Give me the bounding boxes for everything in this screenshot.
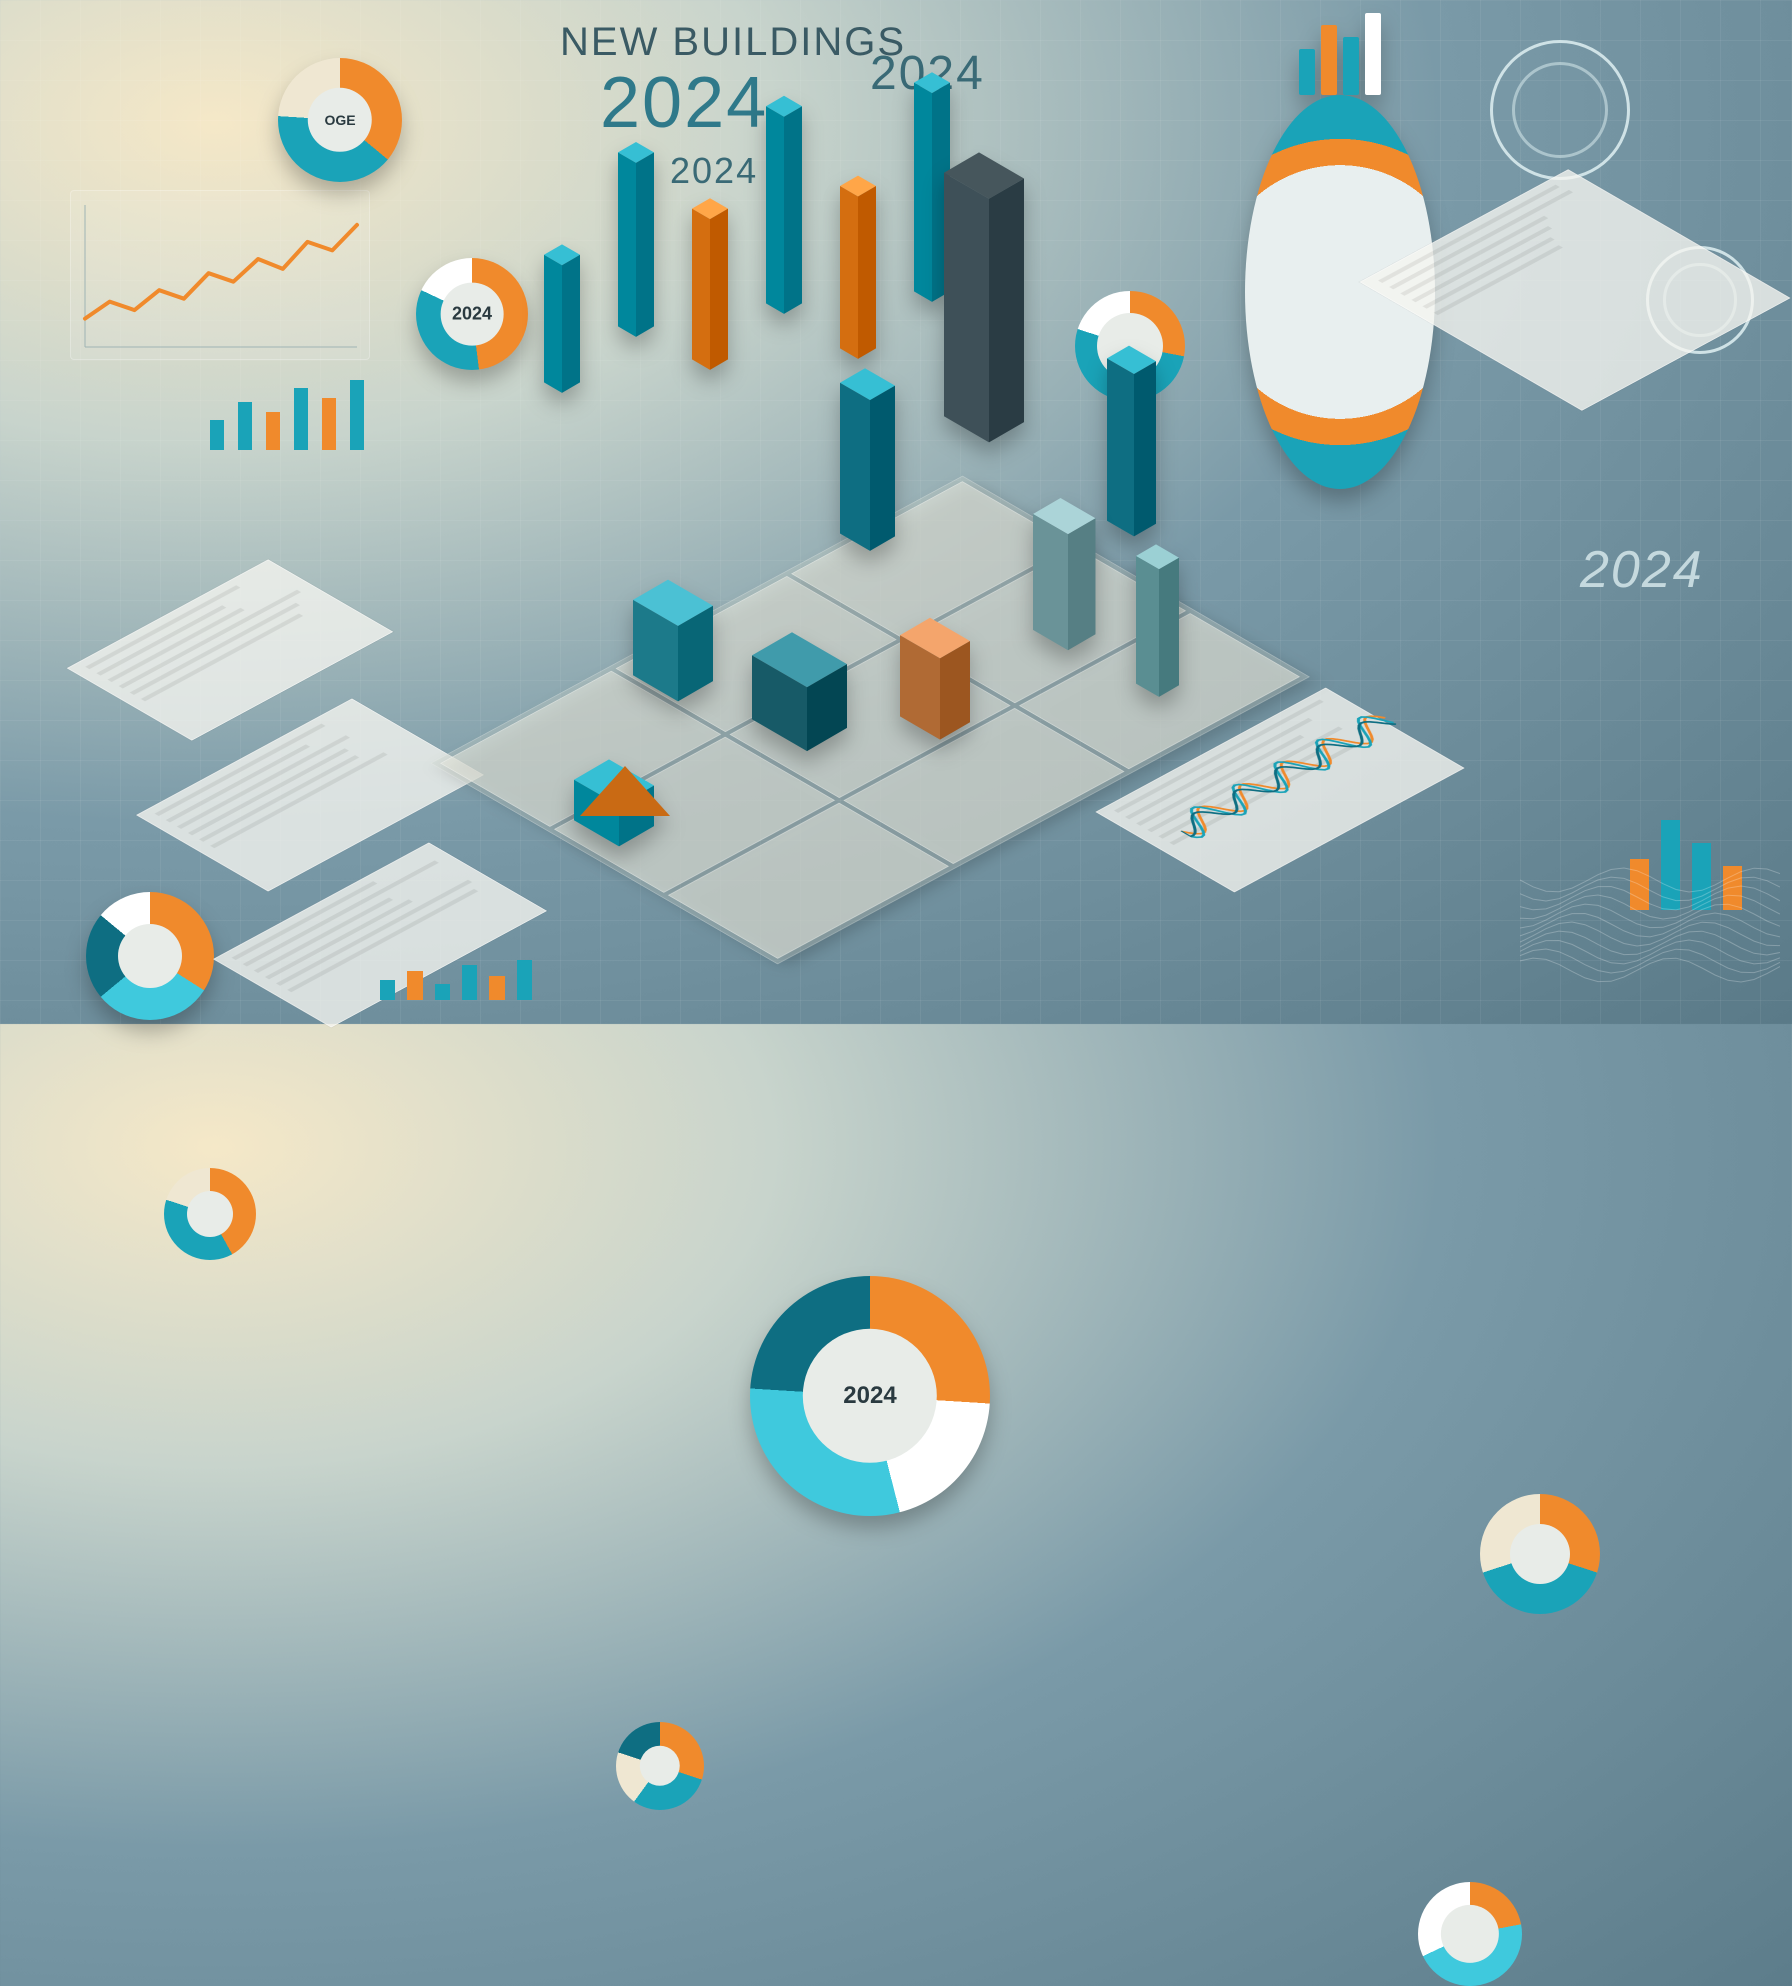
building	[633, 655, 723, 725]
ring-outline-a	[1490, 40, 1630, 180]
title-year-center: 2024	[670, 150, 758, 192]
house	[574, 800, 656, 894]
iso-chart-bar	[544, 372, 580, 408]
iso-chart-bar	[692, 349, 728, 385]
building	[1033, 614, 1103, 669]
iso-chart-bar	[840, 338, 876, 374]
donut-right-low	[1418, 1882, 1522, 1986]
building	[752, 696, 862, 776]
donut-center-big: 2024	[750, 1276, 990, 1516]
donut-year: 2024	[416, 258, 528, 370]
building	[1107, 508, 1161, 552]
building	[944, 396, 1034, 466]
iso-chart-bar	[766, 293, 802, 329]
donut-bottom-small	[616, 1722, 704, 1810]
line-chart	[70, 190, 370, 360]
building	[840, 519, 900, 569]
title-year-large: 2024	[600, 62, 768, 144]
building	[1136, 672, 1182, 712]
donut-house-card	[164, 1168, 256, 1260]
wire-surface	[1520, 820, 1780, 1000]
building	[900, 699, 980, 759]
donut-top-left: OGE	[278, 58, 402, 182]
title-main: NEW BUILDINGS	[560, 20, 906, 65]
mini-bar-chart-bottom	[380, 960, 540, 1000]
iso-chart-bar	[618, 316, 654, 352]
donut-bottom-left	[86, 892, 214, 1020]
mini-bar-chart-left	[210, 380, 380, 450]
donut-right-mid	[1480, 1494, 1600, 1614]
title-year-side: 2024	[1580, 540, 1704, 600]
